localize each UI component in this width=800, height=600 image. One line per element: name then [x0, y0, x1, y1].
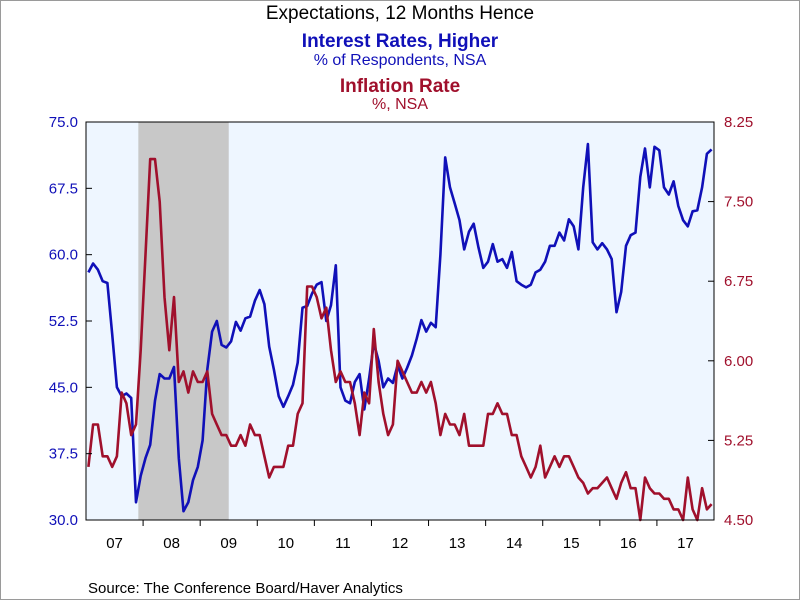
- right-axis-tick-label: 5.25: [724, 432, 753, 449]
- series1-subtitle: % of Respondents, NSA: [313, 52, 487, 69]
- left-axis-tick-label: 75.0: [49, 114, 78, 131]
- left-axis-tick-label: 37.5: [49, 446, 78, 463]
- series1-title: Interest Rates, Higher: [301, 31, 499, 52]
- recession-band: [138, 122, 229, 520]
- right-axis-tick-label: 7.50: [724, 194, 753, 211]
- x-axis-tick-label: 12: [392, 535, 409, 552]
- series2-subtitle: %, NSA: [371, 96, 428, 113]
- x-axis-tick-label: 17: [677, 535, 694, 552]
- source-note: Source: The Conference Board/Haver Analy…: [88, 580, 403, 597]
- chart-title: Expectations, 12 Months Hence: [265, 3, 535, 24]
- right-axis-tick-label: 6.75: [724, 273, 753, 290]
- left-axis-tick-label: 52.5: [49, 313, 78, 330]
- x-axis-tick-label: 08: [163, 535, 180, 552]
- right-axis-tick-label: 4.50: [724, 512, 753, 529]
- x-axis-tick-label: 07: [106, 535, 123, 552]
- x-axis-tick-label: 14: [506, 535, 523, 552]
- series2-title: Inflation Rate: [339, 76, 461, 97]
- right-axis-tick-label: 8.25: [724, 114, 753, 131]
- x-axis-tick-label: 10: [277, 535, 294, 552]
- left-axis-tick-label: 60.0: [49, 247, 78, 264]
- left-axis-tick-label: 30.0: [49, 512, 78, 529]
- right-axis-tick-label: 6.00: [724, 353, 753, 370]
- series-line-2: [87, 157, 713, 522]
- x-axis-tick-label: 11: [335, 535, 351, 552]
- x-axis-tick-label: 13: [449, 535, 466, 552]
- x-axis-tick-label: 09: [220, 535, 237, 552]
- left-axis-tick-label: 45.0: [49, 379, 78, 396]
- series-line-1: [87, 142, 713, 513]
- x-axis-tick-label: 15: [563, 535, 580, 552]
- x-axis-tick-label: 16: [620, 535, 637, 552]
- left-axis-tick-label: 67.5: [49, 180, 78, 197]
